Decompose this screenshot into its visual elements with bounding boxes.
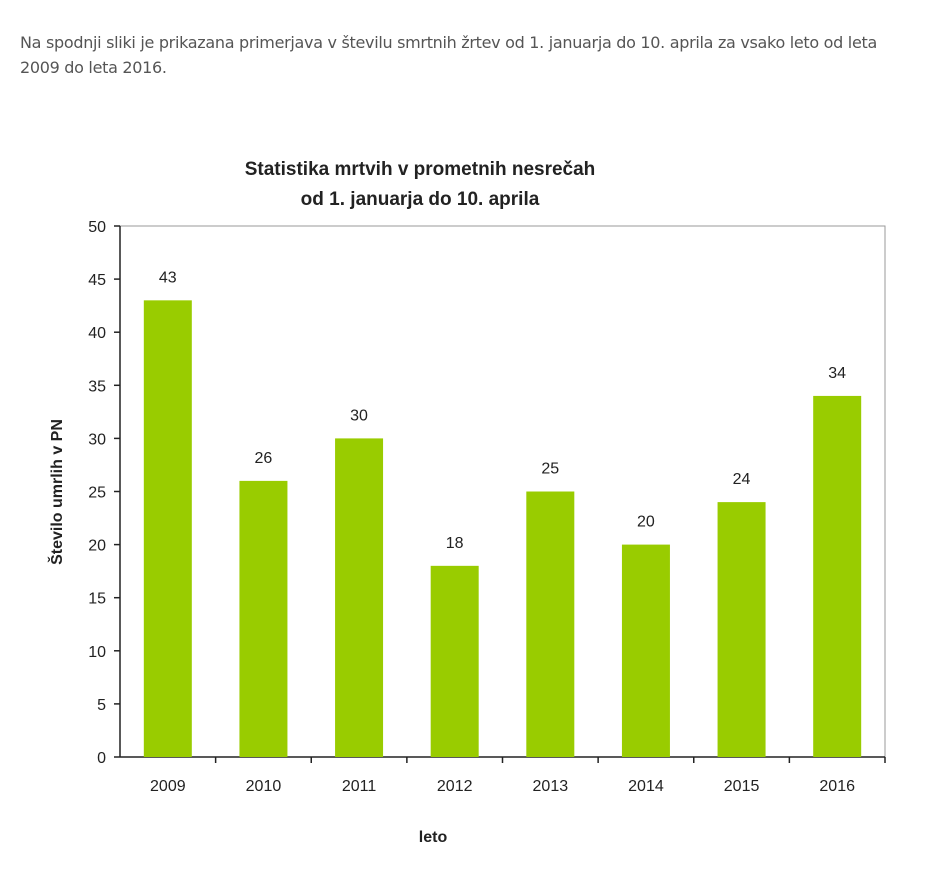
x-tick-label: 2009 [150, 778, 186, 795]
y-tick-label: 5 [97, 697, 106, 714]
x-tick-label: 2016 [819, 778, 855, 795]
data-label-2011: 30 [350, 407, 368, 424]
intro-text: Na spodnji sliki je prikazana primerjava… [20, 33, 877, 77]
y-axis-label: Število umrlih v PN [47, 419, 66, 565]
data-label-2013: 25 [541, 461, 559, 478]
chart-title-line1: Statistika mrtvih v prometnih nesrečah [245, 159, 596, 180]
y-tick-label: 0 [97, 750, 106, 767]
x-tick-label: 2010 [246, 778, 282, 795]
chart-title-line2: od 1. januarja do 10. aprila [301, 189, 540, 210]
y-tick-label: 40 [88, 325, 106, 342]
bar-2015 [717, 502, 766, 757]
data-label-2014: 20 [637, 514, 655, 531]
x-tick-label: 2014 [628, 778, 664, 795]
bar-2013 [526, 491, 575, 757]
bar-2010 [239, 480, 288, 757]
bar-2014 [621, 544, 670, 757]
y-tick-label: 20 [88, 538, 106, 555]
x-tick-label: 2015 [724, 778, 760, 795]
y-tick-label: 45 [88, 272, 106, 289]
data-label-2016: 34 [828, 365, 846, 382]
data-label-2015: 24 [733, 471, 751, 488]
data-label-2012: 18 [446, 535, 464, 552]
x-tick-label: 2012 [437, 778, 473, 795]
x-tick-label: 2013 [533, 778, 569, 795]
data-label-2009: 43 [159, 269, 177, 286]
y-tick-label: 10 [88, 644, 106, 661]
plot-area [119, 225, 886, 758]
y-tick-label: 30 [88, 431, 106, 448]
x-axis-label: leto [419, 829, 448, 846]
bar-2016 [813, 395, 862, 757]
x-tick-label: 2011 [342, 778, 377, 795]
bar-2011 [335, 438, 384, 757]
y-tick-label: 35 [88, 378, 106, 395]
bar-2012 [430, 565, 479, 757]
y-tick-label: 25 [88, 485, 106, 502]
y-tick-label: 50 [88, 219, 106, 236]
bar-2009 [143, 300, 192, 757]
data-label-2010: 26 [255, 450, 273, 467]
y-tick-label: 15 [88, 591, 106, 608]
